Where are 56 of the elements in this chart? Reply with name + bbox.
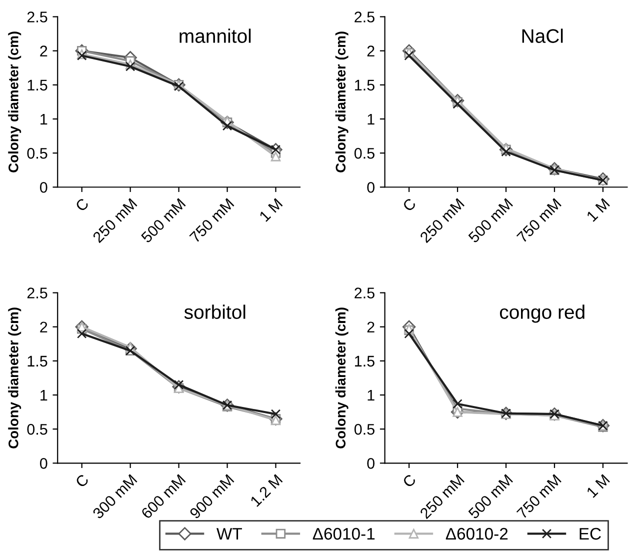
x-tick-label: C [74,474,90,488]
y-tick-label: 0 [40,182,48,193]
x-tick-label: 1.2 M [250,474,283,507]
x-tick-label: 500 mM [140,198,186,244]
legend-label: EC [580,528,601,540]
y-tick-label: 2.5 [354,288,374,298]
y-tick-label: 1.5 [355,80,374,91]
y-tick-label: 1 [40,114,48,125]
y-tick-label: 2.5 [354,12,374,22]
x-tick-label: C [402,198,417,212]
legend-label: Δ6010-1 [312,528,375,540]
y-tick-label: 1 [40,390,48,401]
y-axis-title: Colony diameter (cm) [335,32,348,172]
y-tick-label: 0.5 [354,424,374,435]
chart-title: mannitol [180,28,251,43]
x-tick-label: 250 mM [419,198,465,244]
y-axis-title: Colony diameter (cm) [8,32,22,172]
y-tick-label: 2 [40,322,48,332]
x-tick-label: 750 mM [516,198,562,244]
legend-label: WT [216,528,242,540]
x-tick-label: 1 M [258,198,283,222]
x-tick-label: 900 mM [189,474,234,520]
x-tick-label: 1 M [586,198,610,222]
x-tick-label: C [74,198,90,212]
x-tick-label: 250 mM [419,474,465,520]
y-tick-label: 0 [40,458,48,469]
text: congo red [500,304,584,323]
y-tick-label: 2 [367,322,374,332]
y-tick-label: 2 [367,46,374,56]
x-tick-label: 750 mM [189,198,234,244]
x-tick-label: 1 M [586,474,610,498]
y-tick-label: 1 [368,390,374,401]
y-tick-label: 0.5 [27,148,48,159]
x-tick-label: 750 mM [516,474,562,520]
chart-title: NaCl [522,28,563,43]
x-tick-label: C [402,474,417,488]
x-tick-label: 250 mM [92,198,138,244]
y-tick-label: 2 [40,46,48,56]
y-tick-label: 0.5 [354,148,374,159]
y-axis-title: Colony diameter (cm) [8,308,22,448]
y-axis-title: Colony diameter (cm) [335,308,348,448]
y-tick-label: 0 [367,458,374,469]
y-tick-label: 2.5 [27,12,48,22]
x-tick-label: 300 mM [92,474,138,520]
y-tick-label: 1.5 [28,356,48,367]
y-tick-label: 1.5 [355,356,374,367]
y-tick-label: 2.5 [27,288,48,298]
y-tick-label: 0 [367,182,374,193]
y-tick-label: 1.5 [28,80,48,91]
chart-title: sorbitol [184,304,246,319]
y-tick-label: 1 [368,114,374,125]
x-tick-label: 600 mM [140,474,186,520]
x-tick-label: 500 mM [468,198,514,244]
y-tick-label: 0.5 [27,424,48,435]
x-tick-label: 500 mM [468,474,514,520]
legend-label: Δ6010-2 [446,528,508,540]
